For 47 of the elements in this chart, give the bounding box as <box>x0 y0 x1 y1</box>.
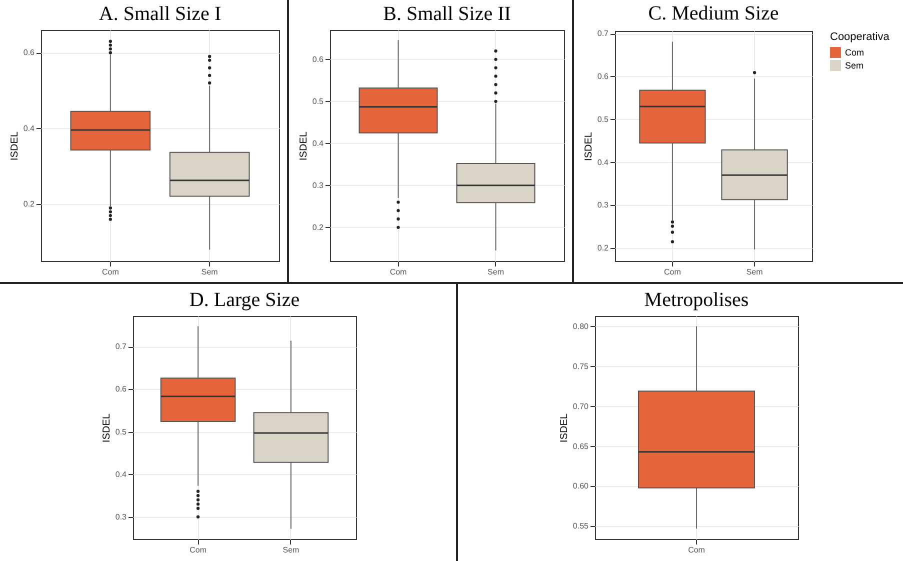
x-tick-label: Com <box>390 268 408 276</box>
y-axis-title: ISDEL <box>9 131 20 160</box>
x-tick-label: Com <box>190 546 207 554</box>
y-tick-label: 0.75 <box>572 362 590 371</box>
y-tick-label: 0.5 <box>312 96 324 106</box>
y-tick-label: 0.2 <box>312 222 324 232</box>
y-axis-title: ISDEL <box>558 413 570 442</box>
y-tick-label: 0.6 <box>23 48 36 58</box>
y-axis-title: ISDEL <box>583 132 594 161</box>
y-tick-label: 0.80 <box>572 322 590 331</box>
y-tick-label: 0.2 <box>597 244 610 253</box>
y-tick-label: 0.4 <box>23 124 36 133</box>
y-tick-label: 0.3 <box>115 512 128 522</box>
y-tick-label: 0.5 <box>115 427 128 436</box>
y-tick-label: 0.3 <box>597 200 610 210</box>
chart-title: C. Medium Size <box>648 2 779 25</box>
legend-label: Sem <box>845 60 864 70</box>
y-tick-label: 0.7 <box>115 342 128 352</box>
y-axis-title: ISDEL <box>101 413 112 442</box>
y-tick-label: 0.4 <box>312 138 324 148</box>
y-tick-label: 0.4 <box>115 470 128 479</box>
y-tick-label: 0.6 <box>597 72 610 81</box>
legend-title: Cooperativa <box>830 31 890 43</box>
y-tick-label: 0.3 <box>312 180 324 190</box>
x-tick-label: Com <box>102 268 120 276</box>
y-tick-label: 0.70 <box>572 402 590 411</box>
chart-title: D. Large Size <box>189 289 300 311</box>
chart-title: A. Small Size I <box>98 3 222 25</box>
x-tick-label: Sem <box>488 268 504 276</box>
y-axis-title: ISDEL <box>298 131 310 160</box>
x-tick-label: Sem <box>746 268 764 276</box>
x-tick-label: Sem <box>282 546 300 554</box>
y-tick-label: 0.65 <box>572 442 590 451</box>
legend-label: Com <box>845 48 864 58</box>
y-tick-label: 0.6 <box>115 384 128 394</box>
y-tick-label: 0.7 <box>597 29 610 38</box>
x-tick-label: Com <box>688 546 706 554</box>
y-tick-label: 0.2 <box>23 200 36 209</box>
x-tick-label: Sem <box>201 268 218 276</box>
y-tick-label: 0.4 <box>597 158 610 167</box>
chart-title: B. Small Size II <box>383 3 511 25</box>
y-tick-label: 0.5 <box>597 114 610 124</box>
chart-title: Metropolises <box>644 289 749 311</box>
y-tick-label: 0.60 <box>572 482 590 491</box>
y-tick-label: 0.55 <box>572 522 590 531</box>
x-tick-label: Com <box>664 268 682 276</box>
y-tick-label: 0.6 <box>312 54 324 64</box>
